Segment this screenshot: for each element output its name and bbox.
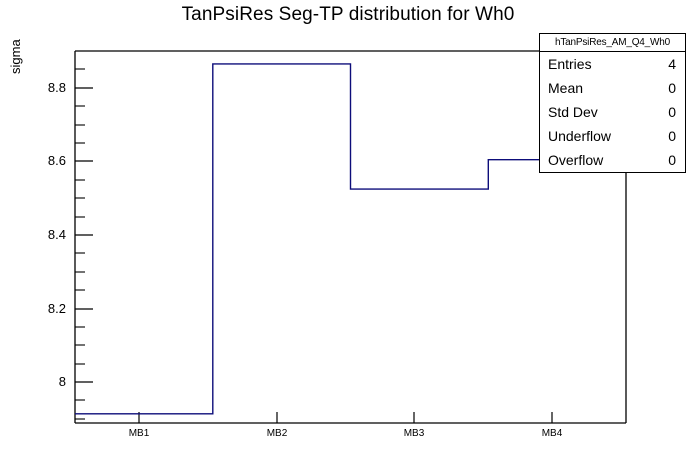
- stats-row-entries: Entries 4: [540, 52, 685, 76]
- stats-value-entries: 4: [668, 56, 676, 72]
- stats-value-mean: 0: [668, 80, 676, 96]
- page-title: TanPsiRes Seg-TP distribution for Wh0: [181, 4, 515, 25]
- plot-frame: [74, 50, 627, 424]
- stats-box-title: hTanPsiRes_AM_Q4_Wh0: [540, 34, 685, 52]
- y-tick-label-1: 8.6: [47, 153, 66, 168]
- stats-box[interactable]: hTanPsiRes_AM_Q4_Wh0 Entries 4 Mean 0 St…: [539, 33, 686, 173]
- histogram-step-line: [75, 63, 626, 415]
- y-tick-label-3: 8.2: [47, 301, 66, 316]
- stats-row-underflow: Underflow 0: [540, 124, 685, 148]
- stats-value-underflow: 0: [668, 128, 676, 144]
- stats-label-mean: Mean: [548, 80, 584, 96]
- stats-row-overflow: Overflow 0: [540, 148, 685, 172]
- stats-row-std-dev: Std Dev 0: [540, 100, 685, 124]
- x-tick-label-mb1: MB1: [128, 428, 150, 439]
- y-axis-minor-ticks: [75, 68, 85, 420]
- stats-label-overflow: Overflow: [548, 152, 604, 168]
- stats-label-underflow: Underflow: [548, 128, 612, 144]
- stats-value-std-dev: 0: [668, 104, 676, 120]
- stats-label-std-dev: Std Dev: [548, 104, 598, 120]
- stats-value-overflow: 0: [668, 152, 676, 168]
- y-tick-label-4: 8: [58, 374, 66, 389]
- stats-label-entries: Entries: [548, 56, 592, 72]
- x-tick-label-mb2: MB2: [266, 428, 288, 439]
- y-axis-major-ticks: [75, 87, 93, 383]
- y-tick-label-0: 8.8: [47, 80, 66, 95]
- x-tick-label-mb3: MB3: [403, 428, 425, 439]
- stats-row-mean: Mean 0: [540, 76, 685, 100]
- x-tick-label-mb4: MB4: [541, 428, 563, 439]
- y-tick-label-2: 8.4: [47, 227, 66, 242]
